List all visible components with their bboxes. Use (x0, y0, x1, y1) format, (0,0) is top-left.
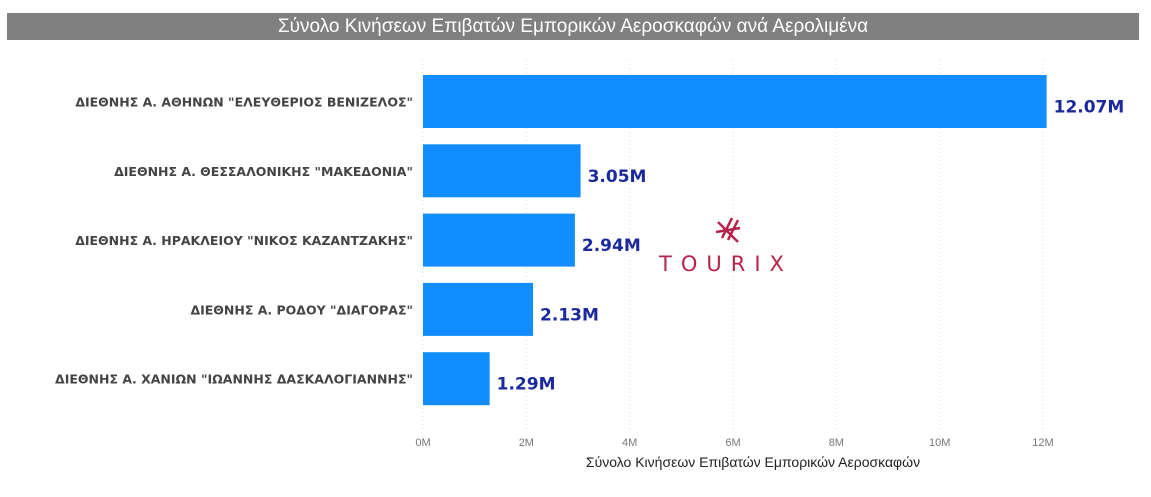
category-label: ΔΙΕΘΝΗΣ Α. ΗΡΑΚΛΕΙΟΥ "ΝΙΚΟΣ ΚΑΖΑΝΤΖΑΚΗΣ" (75, 233, 413, 248)
category-label: ΔΙΕΘΝΗΣ Α. ΧΑΝΙΩΝ "ΙΩΑΝΝΗΣ ΔΑΣΚΑΛΟΓΙΑΝΝΗ… (55, 372, 413, 387)
data-label: 12.07M (1054, 98, 1125, 118)
x-axis-title: Σύνολο Κινήσεων Επιβατών Εμπορικών Αεροσ… (586, 454, 920, 470)
logo-mark-icon (715, 226, 741, 234)
x-tick-label: 10M (929, 437, 950, 449)
logo-mark-icon (720, 217, 734, 239)
x-tick-label: 0M (415, 437, 430, 449)
category-label: ΔΙΕΘΝΗΣ Α. ΑΘΗΝΩΝ "ΕΛΕΥΘΕΡΙΟΣ ΒΕΝΙΖΕΛΟΣ" (75, 95, 413, 110)
chart-title: Σύνολο Κινήσεων Επιβατών Εμπορικών Αεροσ… (7, 13, 1139, 40)
bar (423, 352, 490, 406)
x-tick-label: 4M (622, 437, 637, 449)
tourix-logo: TOURIX (658, 217, 793, 276)
logo-mark-icon (717, 221, 739, 243)
bar (423, 213, 575, 267)
data-label: 3.05M (588, 167, 647, 187)
data-label: 2.94M (582, 236, 641, 256)
data-label: 2.13M (540, 305, 599, 325)
category-label: ΔΙΕΘΝΗΣ Α. ΡΟΔΟΥ "ΔΙΑΓΟΡΑΣ" (190, 302, 413, 317)
x-tick-label: 6M (725, 437, 740, 449)
x-tick-label: 8M (829, 437, 844, 449)
category-label: ΔΙΕΘΝΗΣ Α. ΘΕΣΣΑΛΟΝΙΚΗΣ "ΜΑΚΕΔΟΝΙΑ" (114, 164, 413, 179)
bar (423, 144, 581, 198)
bar (423, 75, 1047, 128)
logo-text: TOURIX (658, 252, 793, 276)
bar (423, 282, 534, 336)
x-tick-label: 12M (1032, 437, 1053, 449)
data-label: 1.29M (497, 375, 556, 395)
x-tick-label: 2M (519, 437, 534, 449)
